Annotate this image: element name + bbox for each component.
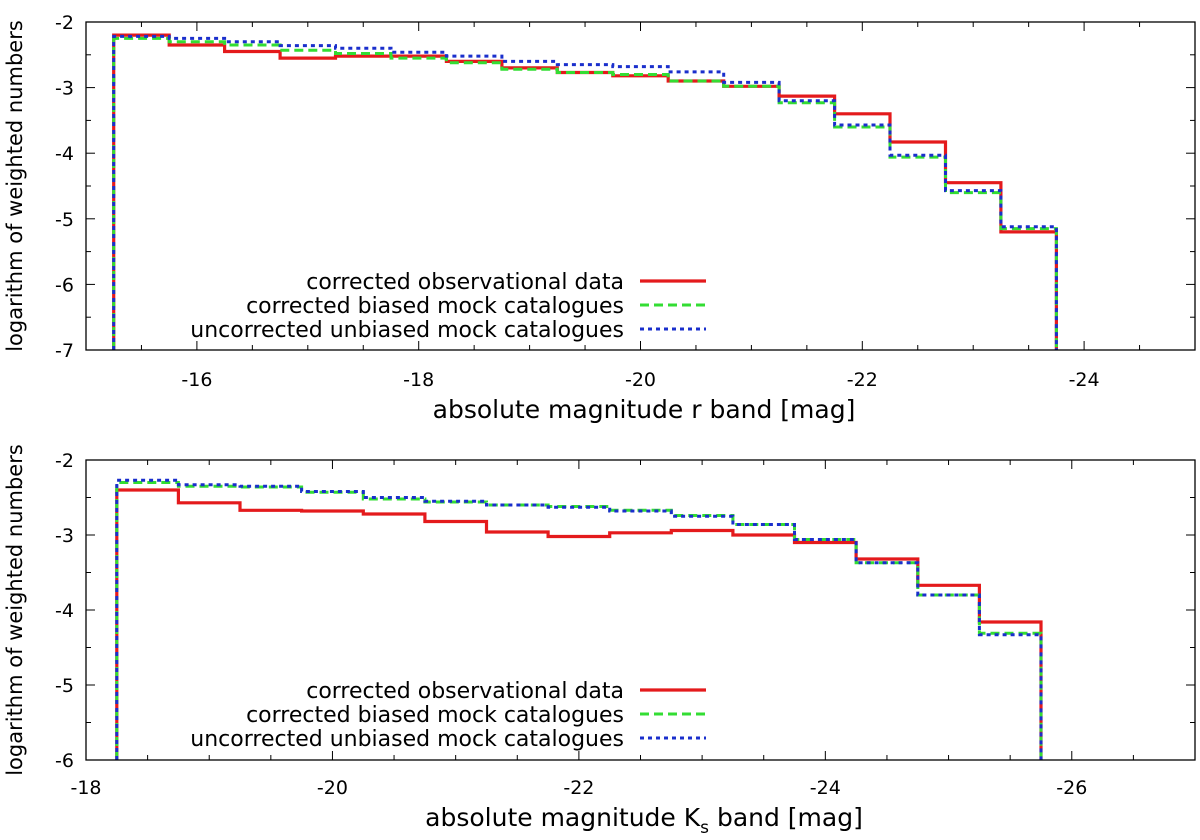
y-tick-label: -4 bbox=[55, 143, 74, 165]
y-tick-label: -6 bbox=[55, 274, 74, 296]
chart-panel-r-band: -2 -3 -4 -5 -6 -7 -16 -18 -20 -22 -24 corrected obs… bbox=[3, 12, 1196, 424]
y-tick-label: -4 bbox=[55, 600, 74, 622]
series-line-unbiased-mock bbox=[115, 478, 1043, 760]
y-tick-label: -5 bbox=[55, 675, 74, 697]
x-tick-label: -18 bbox=[403, 369, 434, 391]
legend-label: corrected observational data bbox=[306, 270, 624, 295]
y-axis-title: logarithm of weighted numbers bbox=[3, 20, 27, 352]
series-line-biased-mock bbox=[112, 36, 1058, 350]
x-tick-label: -22 bbox=[847, 369, 878, 391]
y-tick-label: -2 bbox=[55, 12, 74, 34]
chart-panel-ks-band: -2 -3 -4 -5 -6 -18 -20 -22 -24 -26 corrected obser… bbox=[3, 444, 1196, 838]
series-line-observational bbox=[115, 488, 1043, 760]
x-tick-label: -20 bbox=[625, 369, 656, 391]
y-tick-label: -2 bbox=[55, 450, 74, 472]
legend-label: uncorrected unbiased mock catalogues bbox=[190, 727, 624, 752]
y-tick-label: -3 bbox=[55, 78, 74, 100]
legend-label: uncorrected unbiased mock catalogues bbox=[190, 318, 624, 343]
x-tick-label: -16 bbox=[181, 369, 212, 391]
y-axis-title: logarithm of weighted numbers bbox=[3, 444, 27, 776]
y-tick-label: -6 bbox=[55, 750, 74, 772]
y-tick-label: -3 bbox=[55, 525, 74, 547]
x-tick-label: -24 bbox=[810, 777, 841, 799]
x-tick-label: -18 bbox=[70, 777, 101, 799]
x-axis-title: absolute magnitude Ks band [mag] bbox=[425, 803, 863, 838]
y-tick-label: -5 bbox=[55, 209, 74, 231]
plot-frame bbox=[85, 21, 1196, 351]
x-tick-label: -26 bbox=[1056, 777, 1087, 799]
plot-frame bbox=[85, 459, 1196, 761]
legend-label: corrected biased mock catalogues bbox=[246, 703, 624, 728]
x-axis-title: absolute magnitude r band [mag] bbox=[433, 395, 856, 424]
x-tick-label: -20 bbox=[317, 777, 348, 799]
x-tick-label: -24 bbox=[1069, 369, 1100, 391]
x-tick-label: -22 bbox=[563, 777, 594, 799]
y-tick-label: -7 bbox=[55, 340, 74, 362]
series-line-unbiased-mock bbox=[112, 34, 1058, 350]
legend-label: corrected observational data bbox=[306, 679, 624, 704]
legend-label: corrected biased mock catalogues bbox=[246, 294, 624, 319]
